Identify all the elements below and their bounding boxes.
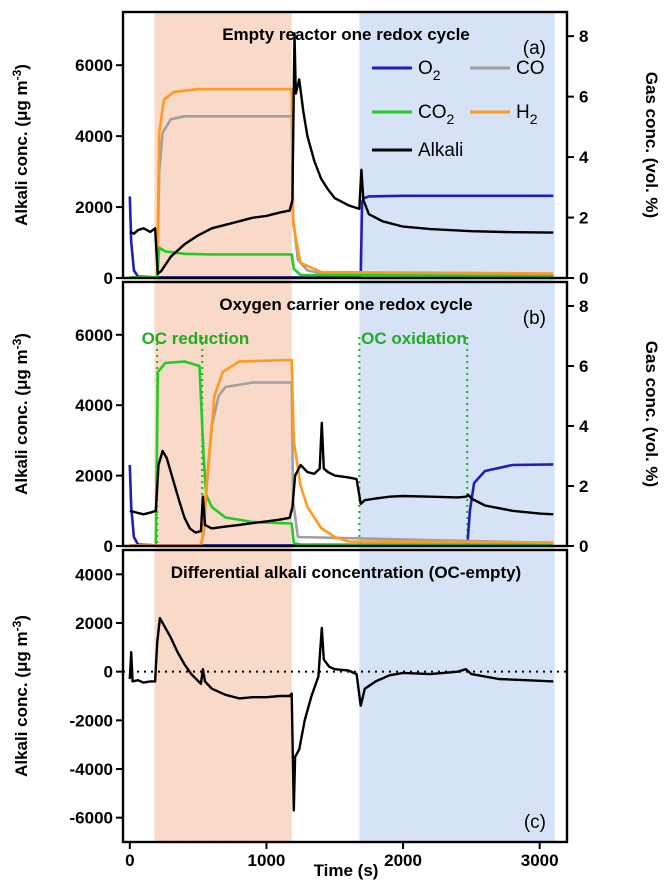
panel-title: Oxygen carrier one redox cycle: [219, 295, 472, 314]
y-axis-title: Alkali conc. (μg m-3): [10, 615, 31, 777]
y-tick-label: 4000: [75, 127, 113, 146]
plot-frame: [121, 548, 569, 844]
y2-tick-label: 4: [579, 148, 589, 167]
panel-letter: (b): [523, 308, 546, 329]
x-axis-title: Time (s): [314, 861, 379, 880]
panel-letter: (c): [524, 812, 546, 833]
panel-letter: (a): [523, 38, 546, 59]
x-tick-label: 1000: [248, 851, 286, 870]
series-alkali-line: [129, 421, 554, 534]
legend-label: O2: [418, 58, 441, 83]
phase-shading: [154, 12, 555, 842]
panel-title: Empty reactor one redox cycle: [222, 25, 470, 44]
y-tick-label: 4000: [75, 565, 113, 584]
annotation-1: OC oxidation: [361, 329, 467, 348]
y-tick-label: -2000: [70, 711, 113, 730]
y2-axis-title: Gas conc. (vol. %): [642, 72, 661, 218]
y-tick-label: 2000: [75, 467, 113, 486]
x-tick-label: 2000: [384, 851, 422, 870]
legend: O2 CO CO2 H2 Alkali: [372, 58, 545, 161]
y2-tick-label: 6: [579, 357, 588, 376]
y-tick-label: -6000: [70, 809, 113, 828]
legend-label: CO2: [418, 102, 455, 127]
y-tick-label: 0: [104, 269, 113, 288]
y-tick-label: 2000: [75, 614, 113, 633]
x-axis: 0 1000 2000 3000: [125, 842, 559, 870]
plot-frame: [121, 280, 569, 548]
y-axis-title: Alkali conc. (μg m-3): [10, 333, 31, 495]
y-tick-label: 2000: [75, 198, 113, 217]
reduction-phase-band: [154, 12, 292, 842]
y-tick-label: -4000: [70, 760, 113, 779]
panel-c: -6000 -4000 -2000 0 2000 4000 Alkali conc. (μg…: [10, 548, 569, 844]
y2-tick-label: 6: [579, 88, 588, 107]
y-tick-label: 6000: [75, 56, 113, 75]
legend-label: CO: [516, 58, 545, 79]
y2-tick-label: 8: [579, 297, 588, 316]
x-tick-label: 0: [125, 851, 134, 870]
oxidation-phase-band: [359, 12, 555, 842]
plot-frame: [121, 10, 569, 280]
legend-label: Alkali: [418, 140, 463, 161]
annotation-0: OC reduction: [142, 329, 250, 348]
panel-title: Differential alkali concentration (OC-em…: [171, 563, 521, 582]
y2-tick-label: 2: [579, 209, 588, 228]
y2-tick-label: 2: [579, 477, 588, 496]
panel-b: 0 2000 4000 6000 0 2 4 6 8 Gas conc. (vol. %) Alka…: [10, 280, 661, 556]
panel-a: 0 2000 4000 6000 0 2 4 6 8 Gas conc. (vol. %) Alka…: [10, 10, 661, 288]
y2-tick-label: 0: [579, 269, 588, 288]
y-tick-label: 6000: [75, 326, 113, 345]
y-tick-label: 0: [104, 663, 113, 682]
legend-label: H2: [516, 102, 538, 127]
y-tick-label: 4000: [75, 396, 113, 415]
y-tick-label: 0: [104, 537, 113, 556]
y2-axis-title: Gas conc. (vol. %): [642, 341, 661, 487]
series-h2-line: [129, 87, 554, 279]
series-alkali-line: [129, 32, 554, 275]
x-tick-label: 3000: [521, 851, 559, 870]
y2-tick-label: 0: [579, 537, 588, 556]
series-alkali-line: [128, 616, 554, 812]
y2-tick-label: 4: [579, 417, 589, 436]
y-axis-title: Alkali conc. (μg m-3): [10, 64, 31, 226]
y2-tick-label: 8: [579, 27, 588, 46]
